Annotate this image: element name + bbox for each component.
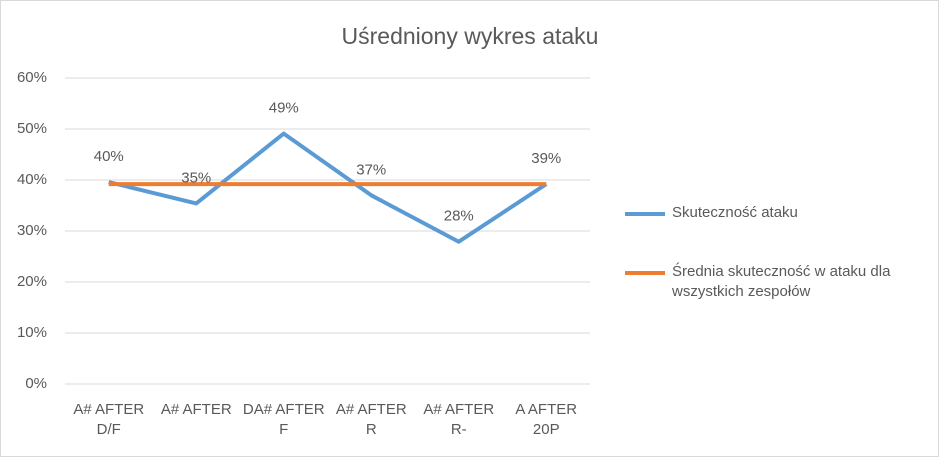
data-label: 39% <box>531 150 561 167</box>
y-tick-label: 20% <box>17 273 47 290</box>
legend-label: Skuteczność ataku <box>672 204 798 221</box>
y-tick-label: 0% <box>25 375 47 392</box>
data-label: 49% <box>269 100 299 117</box>
x-tick-label: DA# AFTER F <box>242 401 325 438</box>
x-tick-label: A# AFTER R- <box>423 401 495 438</box>
data-label: 28% <box>444 208 474 225</box>
series-line <box>108 131 548 244</box>
x-tick-label: A AFTER 20P <box>515 401 578 438</box>
data-label: 37% <box>356 161 386 178</box>
x-tick-label: A# AFTER D/F <box>73 401 145 438</box>
y-tick-label: 10% <box>17 324 47 341</box>
chart-title: Uśredniony wykres ataku <box>342 23 599 49</box>
x-tick-label: A# AFTER <box>160 401 232 418</box>
y-tick-label: 40% <box>17 171 47 188</box>
y-tick-label: 50% <box>17 120 47 137</box>
x-tick-label: A# AFTER R <box>335 401 407 438</box>
y-tick-label: 30% <box>17 222 47 239</box>
legend-label: Średnia skuteczność w ataku dla wszystki… <box>672 263 891 300</box>
data-label: 40% <box>94 148 124 165</box>
data-label: 35% <box>181 169 211 186</box>
y-tick-label: 60% <box>17 69 47 86</box>
